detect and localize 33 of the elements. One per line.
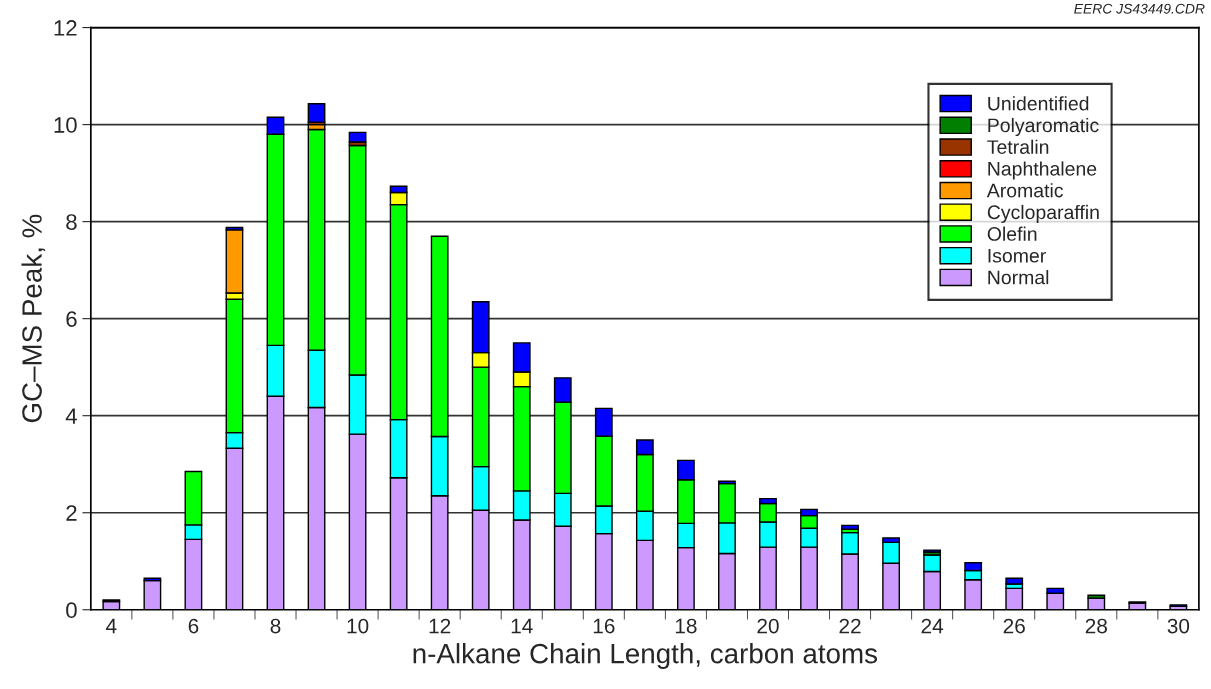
x-tick-label: 14 xyxy=(511,618,533,634)
x-tick-label: 6 xyxy=(188,618,199,634)
legend-label: Polyaromatic xyxy=(988,117,1099,137)
y-tick-label: 8 xyxy=(66,214,77,230)
x-tick-label: 18 xyxy=(675,618,697,634)
legend-label: Tetralin xyxy=(987,139,1049,154)
y-tick-label: 6 xyxy=(66,311,77,327)
legend-label: Olefin xyxy=(987,226,1037,241)
y-tick-label: 12 xyxy=(54,20,77,36)
x-tick-label: 22 xyxy=(839,618,861,634)
x-tick-label: 26 xyxy=(1003,618,1025,634)
legend-label: Normal xyxy=(988,270,1049,285)
x-axis-title: n-Alkane Chain Length, carbon atoms xyxy=(413,643,878,669)
x-tick-label: 30 xyxy=(1167,618,1190,634)
legend-label: Unidentified xyxy=(988,96,1089,111)
x-tick-label: 28 xyxy=(1085,618,1107,634)
x-tick-label: 10 xyxy=(347,618,369,634)
y-tick-label: 10 xyxy=(54,117,77,133)
x-tick-label: 12 xyxy=(429,618,451,634)
legend-label: Naphthalene xyxy=(988,161,1097,180)
x-tick-label: 16 xyxy=(593,618,615,634)
x-tick-label: 20 xyxy=(757,618,779,634)
x-tick-label: 8 xyxy=(270,618,281,634)
x-tick-label: 24 xyxy=(921,618,944,634)
y-tick-label: 4 xyxy=(65,408,77,424)
legend-label: Aromatic xyxy=(986,183,1064,198)
legend-label: Cycloparaffin xyxy=(987,204,1099,223)
legend-label: Isomer xyxy=(988,249,1046,263)
y-axis-title: GC–MS Peak, % xyxy=(21,214,46,423)
y-tick-label: 0 xyxy=(66,602,77,619)
text: EERC JS43449.CDR xyxy=(1074,3,1205,14)
x-tick-label: 4 xyxy=(106,618,117,634)
y-tick-label: 2 xyxy=(66,505,77,521)
